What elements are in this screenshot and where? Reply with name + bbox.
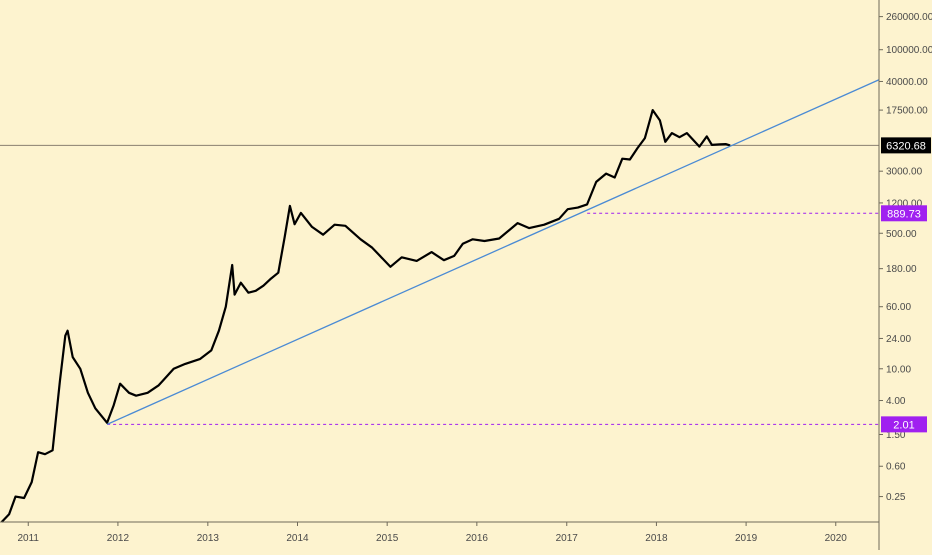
x-tick-label: 2016	[466, 533, 489, 544]
price-series-line	[0, 108, 731, 523]
y-tick-label: 17500.00	[886, 106, 928, 117]
y-tick-label: 100000.00	[886, 45, 932, 56]
y-axis-ticks: 260000.00 100000.00 40000.00 17500.00 3000.0…	[879, 12, 932, 503]
x-tick-label: 2018	[645, 533, 668, 544]
marker-label-2: 2.01	[893, 419, 914, 431]
marker-label-889: 889.73	[887, 208, 921, 220]
x-tick-label: 2020	[825, 533, 848, 544]
y-tick-label: 180.00	[886, 264, 917, 275]
x-tick-label: 2011	[17, 533, 39, 544]
marker-badge-2	[881, 416, 927, 433]
y-tick-label: 1200.00	[886, 198, 923, 209]
price-labels: 6320.68 889.73 2.01	[881, 137, 931, 433]
y-tick-label: 4.00	[886, 396, 906, 407]
x-tick-label: 2019	[735, 533, 758, 544]
y-tick-label: 500.00	[886, 229, 917, 240]
y-tick-label: 0.60	[886, 462, 906, 473]
y-tick-label: 10.00	[886, 364, 911, 375]
y-tick-label: 60.00	[886, 302, 911, 313]
plot-area[interactable]	[0, 79, 880, 523]
x-axis-ticks: 2011 2012 2013 2014 2015 2016 2017 2018 2019 2020	[17, 522, 847, 544]
y-tick-label: 40000.00	[886, 77, 928, 88]
x-tick-label: 2015	[376, 533, 399, 544]
x-tick-label: 2013	[197, 533, 220, 544]
y-tick-label: 3000.00	[886, 167, 923, 178]
x-tick-label: 2014	[286, 533, 309, 544]
marker-badge-889	[881, 205, 927, 222]
y-tick-label: 0.25	[886, 492, 906, 503]
current-price-badge	[881, 137, 931, 154]
y-tick-label: 260000.00	[886, 12, 932, 23]
y-tick-label: 1.50	[886, 430, 906, 441]
x-tick-label: 2017	[556, 533, 579, 544]
current-price-label: 6320.68	[886, 140, 926, 152]
y-tick-label: 24.00	[886, 334, 911, 345]
x-tick-label: 2012	[107, 533, 130, 544]
trend-line[interactable]	[106, 79, 880, 425]
